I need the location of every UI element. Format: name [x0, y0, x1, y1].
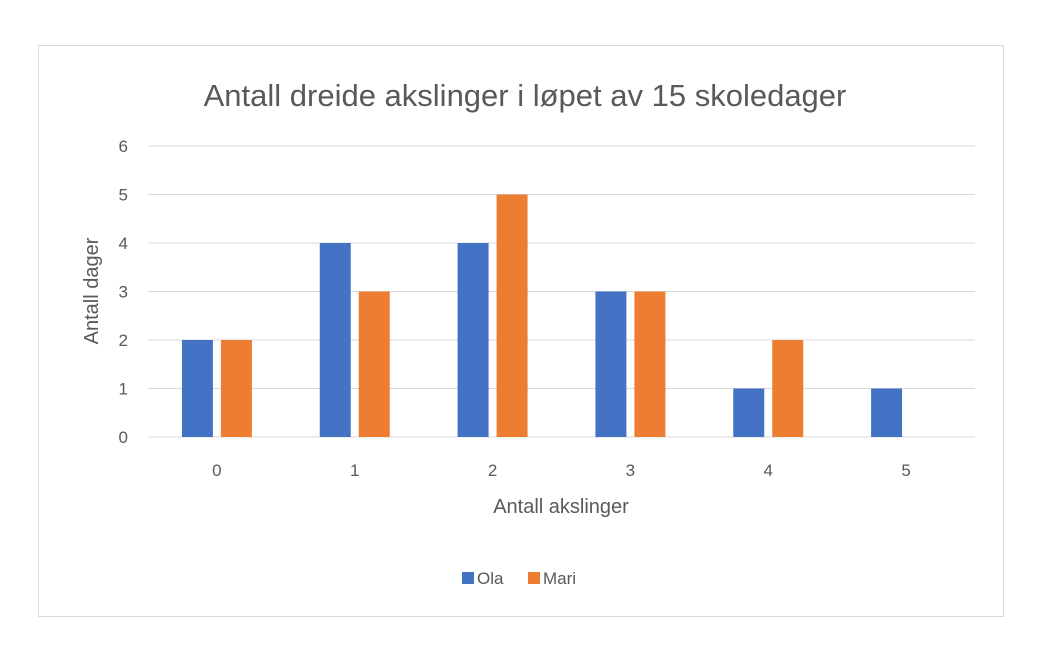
bar-mari-0 — [220, 340, 252, 437]
bar-ola-5 — [871, 388, 903, 437]
bar-ola-3 — [595, 291, 627, 437]
x-tick-label: 5 — [901, 461, 910, 480]
legend-swatch — [462, 572, 474, 584]
chart-title: Antall dreide akslinger i løpet av 15 sk… — [204, 78, 847, 113]
x-tick-label: 4 — [764, 461, 773, 480]
bar-mari-1 — [358, 291, 390, 437]
x-tick-label: 2 — [488, 461, 497, 480]
bar-mari-4 — [772, 340, 804, 437]
x-tick-label: 0 — [212, 461, 221, 480]
legend: Ola Mari — [462, 569, 576, 588]
bar-ola-4 — [733, 388, 765, 437]
y-axis-title: Antall dager — [81, 237, 103, 344]
bar-ola-1 — [319, 243, 351, 437]
gridlines — [148, 145, 975, 438]
bars — [181, 194, 903, 437]
bar-mari-2 — [496, 194, 528, 437]
bar-mari-3 — [634, 291, 666, 437]
bar-ola-2 — [457, 243, 489, 437]
y-tick-label: 4 — [119, 234, 128, 253]
bar-ola-0 — [181, 340, 213, 437]
y-tick-label: 3 — [119, 283, 128, 302]
y-tick-label: 2 — [119, 331, 128, 350]
x-tick-label: 3 — [626, 461, 635, 480]
legend-label: Ola — [477, 569, 504, 588]
y-tick-label: 0 — [119, 428, 128, 447]
y-tick-label: 6 — [119, 137, 128, 156]
y-tick-label: 1 — [119, 380, 128, 399]
legend-swatch — [528, 572, 540, 584]
y-axis-tick-labels: 0 1 2 3 4 5 6 — [119, 137, 128, 447]
x-axis-title: Antall akslinger — [493, 496, 629, 518]
x-axis-tick-labels: 0 1 2 3 4 5 — [212, 461, 911, 480]
legend-label: Mari — [543, 569, 576, 588]
y-tick-label: 5 — [119, 186, 128, 205]
x-tick-label: 1 — [350, 461, 359, 480]
